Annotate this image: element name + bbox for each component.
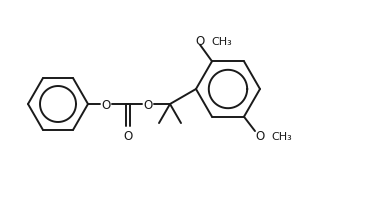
Text: O: O: [101, 99, 111, 112]
Text: CH₃: CH₃: [211, 37, 232, 47]
Text: O: O: [255, 130, 265, 143]
Text: O: O: [195, 35, 204, 48]
Text: O: O: [123, 130, 133, 143]
Text: CH₃: CH₃: [272, 132, 292, 142]
Text: O: O: [144, 99, 152, 112]
